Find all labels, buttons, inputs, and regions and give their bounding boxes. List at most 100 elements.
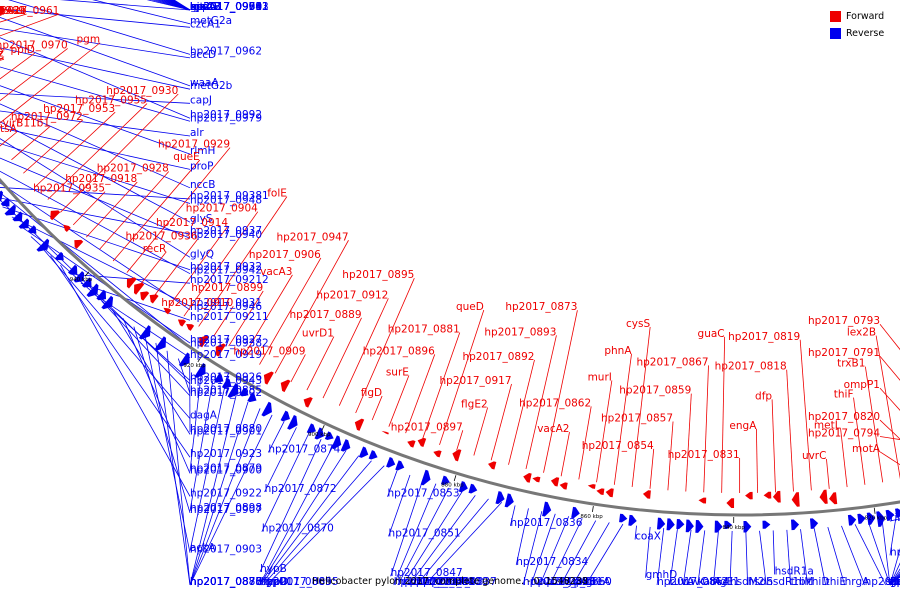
- gene-label: flgD: [361, 387, 382, 399]
- gene-label: topA2a: [0, 5, 4, 17]
- gene-label: hp2017_0836: [510, 517, 582, 529]
- forward-gene-arrow: [791, 492, 800, 507]
- gene-label: dagA: [190, 410, 218, 422]
- gene-label: ruvA: [670, 576, 695, 588]
- label-connector: [262, 460, 372, 586]
- reverse-gene-arrow: [221, 378, 232, 389]
- gene-label: hsdR1b: [766, 576, 806, 588]
- gene-label: hp2017_09812: [0, 5, 4, 17]
- reverse-gene-arrow: [495, 491, 505, 505]
- gene-label: hp2017_0886: [190, 576, 262, 588]
- reverse-gene-arrow: [138, 325, 151, 340]
- gene-label: hp2017_09811: [0, 5, 4, 17]
- label-connector: [509, 505, 516, 526]
- gene-label: hrgA: [845, 576, 870, 588]
- gene-label: hp2017_0847: [391, 567, 463, 579]
- label-connector: [183, 211, 259, 317]
- reverse-gene-arrow: [468, 483, 478, 494]
- gene-label: hp2017_0984: [0, 5, 4, 17]
- gene-label: hp2017_0879: [190, 462, 262, 474]
- tick-label: 860 kbp: [580, 514, 603, 520]
- forward-gene-arrow: [642, 490, 651, 499]
- gene-label: hp2017_0855: [267, 576, 339, 588]
- gene-label: hp2017_1008: [0, 5, 4, 17]
- reverse-gene-arrow: [81, 277, 92, 288]
- label-connector: [772, 530, 776, 575]
- label-connector: [879, 451, 900, 466]
- reverse-gene-arrow: [154, 336, 167, 351]
- gene-label: hp2017_0978: [190, 1, 262, 13]
- gene-label: hp2017_0909: [233, 345, 305, 357]
- label-connector: [490, 383, 512, 461]
- reverse-gene-arrow: [743, 520, 752, 533]
- reverse-gene-arrow: [86, 283, 99, 297]
- label-connector: [578, 406, 592, 480]
- label-connector: [259, 450, 347, 586]
- label-connector: [756, 428, 758, 493]
- label-connector: [0, 197, 191, 235]
- gene-label: hp2017_0900: [190, 464, 262, 476]
- gene-label: hp2017_0980: [0, 5, 4, 17]
- reverse-gene-arrow: [666, 518, 675, 531]
- reverse-gene-arrow: [261, 401, 272, 417]
- gene-label: hp2017_0881: [388, 323, 460, 335]
- label-connector: [189, 373, 202, 472]
- gene-label: hp2017_0857: [601, 412, 673, 424]
- gene-label: uvrD1: [302, 328, 334, 340]
- gene-label: metG2b: [190, 80, 233, 92]
- gene-label: cysS: [626, 318, 650, 330]
- gene-label: hp2017_0870: [262, 523, 334, 535]
- forward-gene-arrow: [163, 307, 172, 315]
- gene-label: waaA: [190, 77, 219, 89]
- label-connector: [140, 251, 167, 285]
- label-connector: [879, 355, 900, 381]
- forward-gene-arrow: [381, 430, 389, 435]
- gene-label: vacA2: [537, 423, 569, 435]
- gene-label: hp2017_0983: [0, 5, 4, 17]
- reverse-gene-arrow: [571, 506, 580, 519]
- gene-label: hp2017_0791: [808, 347, 880, 359]
- reverse-gene-arrow: [876, 511, 886, 527]
- forward-gene-arrow: [215, 343, 226, 357]
- label-connector: [390, 479, 424, 577]
- label-connector: [290, 354, 306, 383]
- label-connector: [0, 28, 191, 59]
- label-connector: [879, 323, 900, 351]
- gene-label: hp2017_0940: [190, 229, 262, 241]
- gene-label: hp2017_0872: [265, 483, 337, 495]
- gene-label: acpS: [890, 576, 900, 588]
- gene-label: hp2017_0969: [0, 5, 25, 17]
- label-connector: [260, 455, 360, 586]
- label-connector: [11, 126, 51, 161]
- gene-label: hp2017_0888: [190, 576, 262, 588]
- gene-label: hp2017_0910: [161, 297, 233, 309]
- gene-label: hp2017_0922: [190, 487, 262, 499]
- gene-label: serA: [0, 5, 5, 17]
- gene-labels: speAhp2017_0978xerC3xerC2mscShp2017_0960…: [0, 1, 900, 588]
- gene-label: hp2017_0979: [190, 112, 262, 124]
- gene-label: hypA: [561, 576, 589, 588]
- label-connector: [853, 397, 866, 485]
- gene-label: hp2017_0914: [156, 217, 228, 229]
- genome-backbone: [0, 177, 900, 517]
- gene-label: hp2017_0877: [190, 576, 262, 588]
- label-connector: [80, 282, 191, 321]
- gene-label: ompP1: [844, 379, 880, 391]
- gene-label: hp2017_0935: [33, 183, 105, 195]
- label-connector: [712, 530, 719, 586]
- gene-label: hp2017_0947: [276, 231, 348, 243]
- label-connector: [189, 387, 225, 551]
- gene-label: hp2017_0840: [409, 576, 481, 588]
- reverse-gene-arrow: [656, 517, 666, 530]
- forward-gene-arrow: [596, 488, 605, 495]
- label-connector: [72, 191, 106, 226]
- label-connector: [189, 401, 249, 586]
- gene-label: hp2017_0906: [249, 249, 321, 261]
- label-connector: [786, 369, 794, 492]
- gene-label: ubiD: [0, 5, 4, 17]
- gene-label: fecA2: [890, 576, 900, 588]
- gene-label: hp2017_0869: [260, 576, 332, 588]
- gene-label: thiE: [826, 576, 846, 588]
- forward-gene-arrow: [177, 319, 187, 327]
